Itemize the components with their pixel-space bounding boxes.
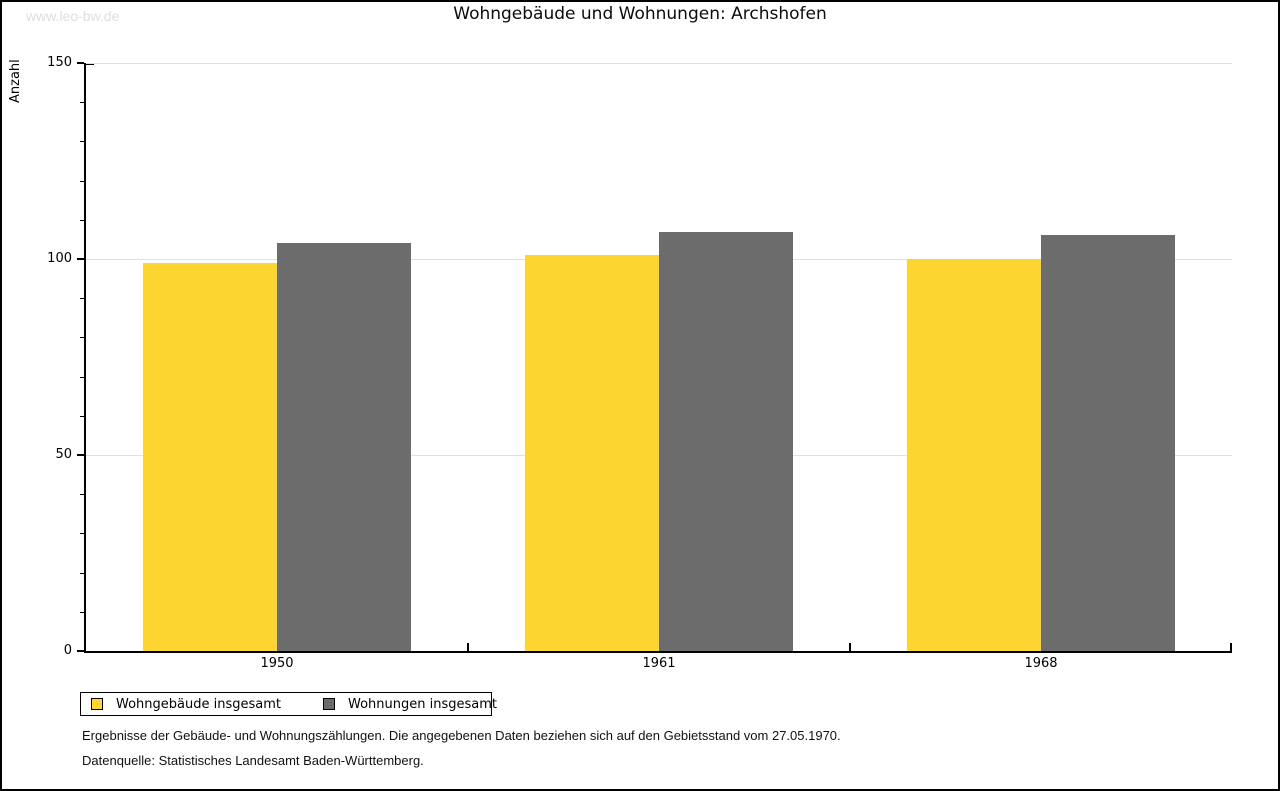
x-tick-boundary-1 <box>467 643 469 651</box>
legend-entry-wohngebaeude: Wohngebäude insgesamt <box>91 697 281 712</box>
y-tick-minor-10 <box>80 611 84 613</box>
bar-1961-wohngebaeude <box>525 255 659 651</box>
y-tick-label-100: 100 <box>47 251 72 266</box>
y-tick-minor-40 <box>80 494 84 496</box>
y-tick-minor-60 <box>80 415 84 417</box>
y-tick-50 <box>77 454 84 456</box>
bar-1968-wohnungen <box>1041 235 1175 651</box>
footer-source-note-2: Datenquelle: Statistisches Landesamt Bad… <box>82 753 424 768</box>
y-tick-minor-130 <box>80 141 84 143</box>
x-axis-label-1950: 1950 <box>260 656 294 671</box>
y-tick-150 <box>77 62 84 64</box>
bar-1950-wohngebaeude <box>143 262 277 651</box>
gridline-y-150 <box>86 62 1232 64</box>
plot-area: 0 50 100 150 1950 1961 1968 <box>47 55 1232 671</box>
y-axis-top-cap <box>86 63 94 65</box>
y-tick-0 <box>77 650 84 652</box>
x-axis-label-1968: 1968 <box>1024 656 1058 671</box>
watermark-leo-bw: www.leo-bw.de <box>26 8 120 24</box>
x-tick-boundary-2 <box>849 643 851 651</box>
y-tick-100 <box>77 258 84 260</box>
y-tick-minor-140 <box>80 102 84 104</box>
y-tick-minor-120 <box>80 180 84 182</box>
y-tick-label-50: 50 <box>55 447 72 462</box>
y-tick-minor-90 <box>80 298 84 300</box>
chart-legend: Wohngebäude insgesamt Wohnungen insgesamt <box>80 692 497 716</box>
x-axis-label-1961: 1961 <box>642 656 676 671</box>
footer-source-note-1: Ergebnisse der Gebäude- und Wohnungszähl… <box>82 728 841 743</box>
bar-1961-wohnungen <box>659 231 793 651</box>
legend-label: Wohngebäude insgesamt <box>116 696 281 712</box>
legend-swatch-icon <box>91 698 103 710</box>
y-tick-label-150: 150 <box>47 55 72 70</box>
y-axis-title: Anzahl <box>8 59 23 103</box>
chart-title: Wohngebäude und Wohnungen: Archshofen <box>453 4 827 24</box>
legend-swatch-icon <box>323 698 335 710</box>
bar-1968-wohngebaeude <box>907 259 1041 651</box>
bar-1950-wohnungen <box>277 243 411 651</box>
legend-entry-wohnungen: Wohnungen insgesamt <box>323 697 497 712</box>
x-axis-end-cap <box>1230 643 1232 651</box>
y-tick-minor-70 <box>80 376 84 378</box>
y-tick-label-0: 0 <box>63 643 72 658</box>
y-tick-minor-110 <box>80 219 84 221</box>
y-tick-minor-30 <box>80 533 84 535</box>
y-tick-minor-80 <box>80 337 84 339</box>
y-tick-minor-20 <box>80 572 84 574</box>
legend-label: Wohnungen insgesamt <box>348 696 497 712</box>
